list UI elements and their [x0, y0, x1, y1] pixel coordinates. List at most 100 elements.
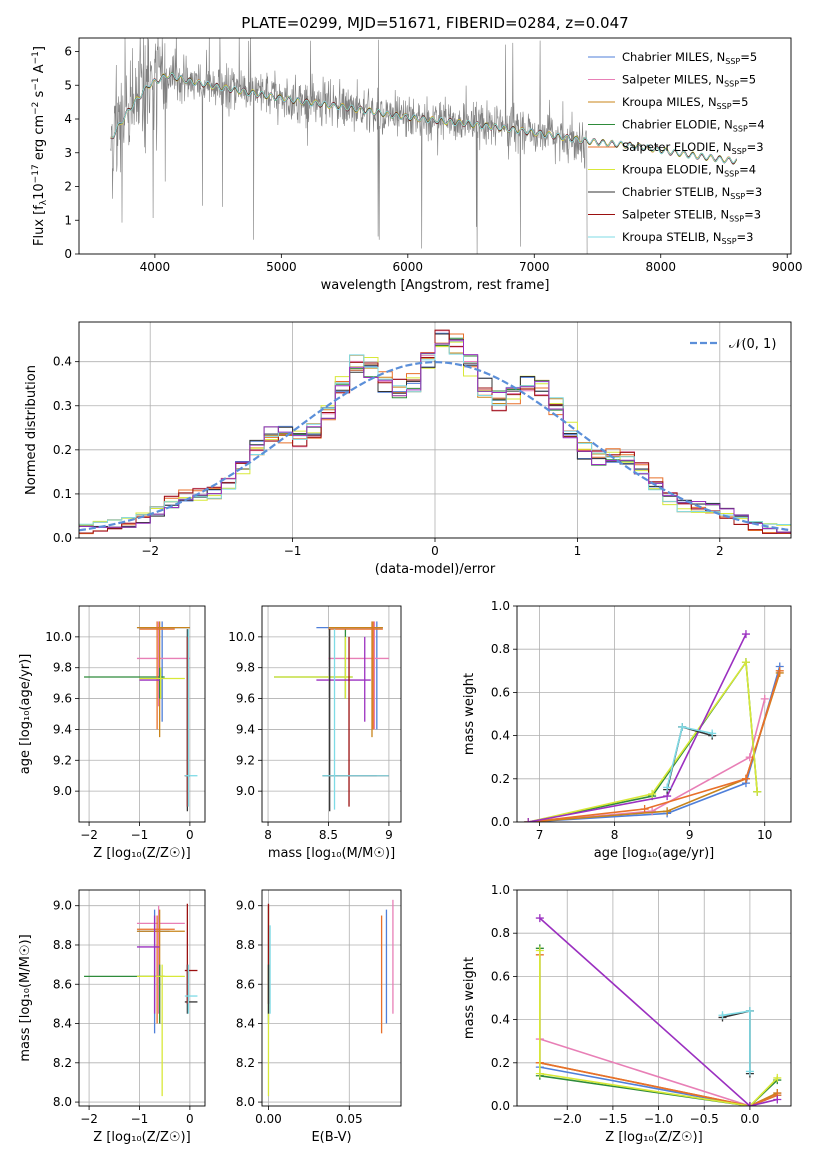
spectrum-data-line: [110, 38, 588, 254]
y-axis-label-part: λ: [39, 199, 49, 205]
legend-entry-count: =5: [740, 50, 757, 64]
x-tick-label: 7: [536, 828, 544, 842]
weight-point-marker: [775, 666, 784, 675]
legend-entry-count: =3: [745, 185, 762, 199]
weight-series-line: [539, 917, 778, 1106]
x-tick-label: 0: [186, 828, 194, 842]
y-tick-label: 8.4: [53, 1017, 72, 1031]
legend-entry-sub: SSP: [732, 147, 747, 156]
y-axis-label: mass [log₁₀(M/M☉)]: [18, 934, 33, 1061]
y-tick-label: 0.6: [491, 969, 510, 983]
residual-histogram: [79, 339, 791, 533]
x-tick-label: 0: [431, 544, 439, 558]
y-tick-label: 9.8: [236, 661, 255, 675]
y-tick-label: 9.6: [236, 692, 255, 706]
axes-age-vs-mass: 8 8.5 9 9.0 9.2 9.4 9.6 9.8 10.0 mass [log₁₀(M/M☉…: [228, 605, 402, 861]
legend-entry-count: =3: [747, 140, 764, 154]
x-tick-label: 9: [686, 828, 694, 842]
weight-point-marker: [745, 1102, 754, 1106]
y-tick-label: 10.0: [228, 630, 255, 644]
plot-area-weight-vs-Z: [517, 890, 791, 1106]
y-axis-label-part: −2: [31, 102, 41, 115]
axes-frame: [78, 889, 206, 1107]
x-axis-label: mass [log₁₀(M/M☉)]: [268, 846, 395, 861]
weight-point-marker: [663, 807, 672, 816]
legend-entry-name: Chabrier MILES, N: [622, 50, 725, 64]
y-axis-label-part: −1: [31, 77, 41, 90]
x-tick-label: −1.0: [644, 1112, 673, 1126]
y-tick-label: 5: [64, 78, 72, 92]
y-axis-label-part: erg cm: [32, 115, 47, 164]
y-tick-label: 2: [64, 180, 72, 194]
plot-area-mass-vs-Z: [79, 890, 205, 1106]
y-axis-label: Flux [fλ10−17 erg cm−2 s−1 A−1]: [31, 46, 49, 246]
x-axis-label: Z [log₁₀(Z/Z☉)]: [93, 1130, 190, 1145]
y-tick-label: 1.0: [491, 599, 510, 613]
weight-point-marker: [524, 818, 533, 822]
x-tick-label: 8: [264, 828, 272, 842]
weight-point-marker: [745, 1006, 754, 1015]
y-tick-label: 0.8: [491, 642, 510, 656]
x-tick-label: 0.05: [336, 1112, 363, 1126]
x-tick-label: −2: [80, 1112, 98, 1126]
weight-series-line: [528, 670, 781, 822]
y-tick-label: 8.8: [53, 938, 72, 952]
y-tick-label: 0.2: [491, 772, 510, 786]
x-tick-label: 0: [186, 1112, 194, 1126]
x-axis-label: Z [log₁₀(Z/Z☉)]: [93, 846, 190, 861]
y-tick-label: 10.0: [45, 630, 72, 644]
legend-entry: Salpeter STELIB, NSSP=3: [622, 208, 761, 224]
y-tick-label: 0.1: [53, 487, 72, 501]
x-tick-label: −1: [131, 1112, 149, 1126]
x-tick-label: 7000: [519, 260, 550, 274]
axes-residuals: −2 −1 0 1 2 0.0 0.1 0.2 0.3 0.4 (data-model)/error…: [24, 321, 792, 577]
y-axis-label-part: −1: [31, 51, 41, 64]
weight-point-marker: [741, 774, 750, 783]
plot-area-age-vs-mass: [262, 606, 401, 822]
plot-area-spectrum: [110, 38, 737, 254]
weight-point-marker: [741, 630, 750, 639]
x-tick-label: −1.5: [598, 1112, 627, 1126]
y-tick-label: 8.6: [53, 977, 72, 991]
y-axis-label-part: 10: [32, 183, 47, 200]
legend-entry-name: Chabrier STELIB, N: [622, 185, 730, 199]
weight-point-marker: [753, 787, 762, 796]
weight-series-line: [528, 659, 758, 822]
x-axis-label: E(B-V): [311, 1130, 351, 1145]
plot-area-residuals: [79, 322, 791, 538]
y-tick-label: 0: [64, 247, 72, 261]
y-tick-label: 9.0: [53, 784, 72, 798]
legend-entry-count: =4: [739, 163, 756, 177]
y-tick-label: 1.0: [491, 883, 510, 897]
weight-series-line: [539, 950, 778, 1106]
y-tick-label: 8.0: [53, 1095, 72, 1109]
axes-frame: [261, 605, 402, 823]
x-tick-label: 6000: [393, 260, 424, 274]
y-tick-label: 1: [64, 213, 72, 227]
weight-point-marker: [718, 1011, 727, 1020]
x-tick-label: 8000: [645, 260, 676, 274]
axes-frame: [78, 321, 792, 539]
y-tick-label: 9.2: [236, 753, 255, 767]
legend-entry: Salpeter MILES, NSSP=5: [622, 73, 756, 89]
axes-weight-vs-age: 7 8 9 10 0.0 0.2 0.4 0.6 0.8 1.0 age [log₁₀(age/yr…: [462, 599, 792, 861]
y-tick-label: 4: [64, 112, 72, 126]
weight-point-marker: [640, 805, 649, 814]
y-tick-label: 9.4: [236, 722, 255, 736]
x-tick-label: 8: [611, 828, 619, 842]
legend-entry-count: =4: [748, 118, 765, 132]
x-tick-label: 0.0: [740, 1112, 759, 1126]
plots: 4000 5000 6000 7000 8000 90000123456wavelengt…: [18, 37, 802, 1145]
y-tick-label: 0.0: [491, 815, 510, 829]
axes-frame: [516, 605, 792, 823]
y-tick-label: 9.6: [53, 692, 72, 706]
weight-point-marker: [678, 722, 687, 731]
axes-weight-vs-Z: −2.0 −1.5 −1.0 −0.5 0.0 0.0 0.2 0.4 0.6 0.8 1.0 Z […: [462, 883, 792, 1145]
x-axis-label: (data-model)/error: [375, 562, 496, 577]
plot-area-weight-vs-age: [517, 606, 791, 822]
plot-area-age-vs-Z: [79, 606, 205, 822]
x-axis-label: Z [log₁₀(Z/Z☉)]: [605, 1130, 702, 1145]
axes-frame: [78, 605, 206, 823]
legend-entry-name: Salpeter ELODIE, N: [622, 140, 732, 154]
legend-entry: Kroupa ELODIE, NSSP=4: [622, 163, 756, 179]
